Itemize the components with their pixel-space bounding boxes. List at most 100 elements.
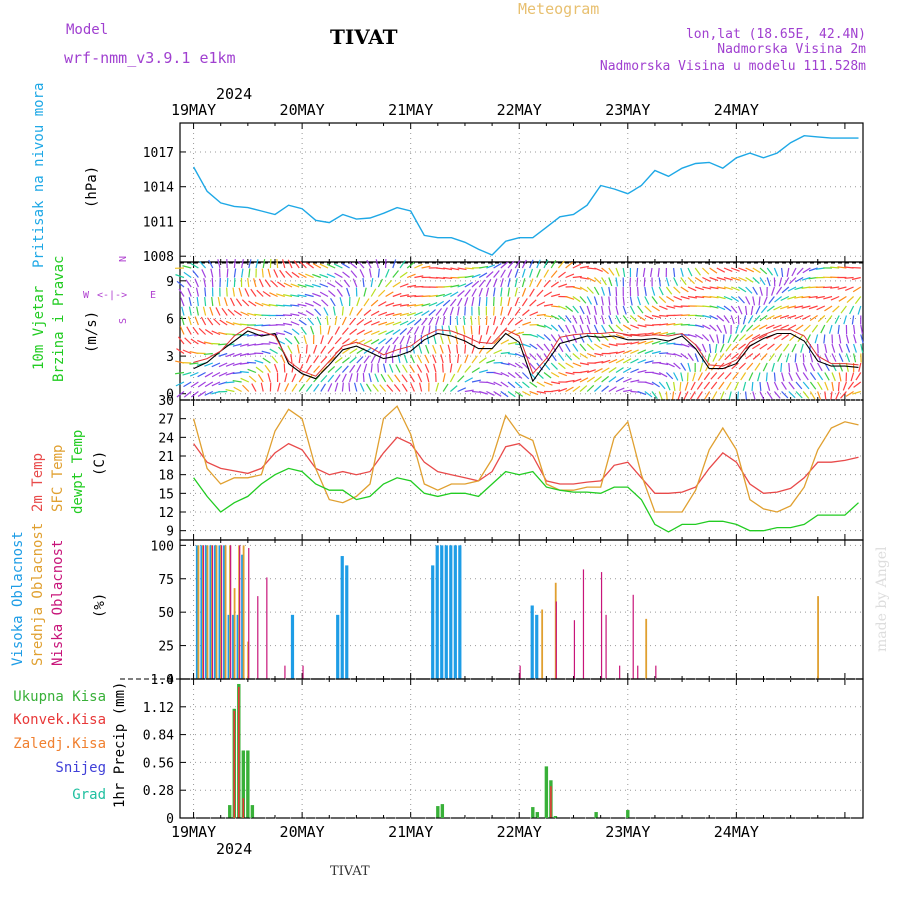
- wind-barb: [204, 287, 207, 297]
- wind-barb: [622, 324, 632, 331]
- wind-barb: [716, 267, 726, 273]
- conv-precip-bar: [238, 686, 240, 818]
- wind-barb: [407, 304, 417, 307]
- wind-barb: [745, 267, 755, 273]
- wind-barb: [260, 382, 264, 392]
- wind-barb: [766, 277, 771, 287]
- wind-barb: [267, 268, 271, 278]
- wind-barb: [435, 308, 443, 316]
- wind-barb: [637, 286, 639, 297]
- wind-barb: [838, 353, 844, 362]
- wind-barb: [326, 263, 336, 269]
- wind-barb: [608, 324, 615, 333]
- wind-barb: [689, 391, 696, 400]
- wind-barb: [284, 373, 288, 383]
- wind-barb: [471, 280, 480, 288]
- wind-barb: [291, 373, 297, 383]
- wind-barb: [849, 305, 855, 315]
- wind-barb: [382, 363, 387, 373]
- wind-ylabel: (m/s): [84, 311, 100, 353]
- wind-barb: [529, 362, 537, 371]
- wind-barb: [356, 372, 359, 383]
- wind-barb: [551, 293, 561, 298]
- wind-barb: [623, 389, 633, 393]
- wind-barb: [658, 277, 662, 287]
- wind-barb-field: [174, 258, 864, 401]
- wind-barb: [781, 372, 785, 382]
- wind-barb: [370, 310, 380, 317]
- wind-barb: [536, 259, 541, 269]
- wind-barb: [774, 343, 783, 351]
- wind-barb: [225, 388, 235, 393]
- wind-barb: [296, 344, 300, 354]
- wind-barb: [323, 307, 329, 316]
- wind-barb: [399, 335, 405, 345]
- wind-barb: [194, 278, 199, 288]
- wind-barb: [435, 276, 446, 280]
- wind-barb: [417, 354, 423, 364]
- wind-barb: [550, 362, 558, 370]
- high-cloud-bar: [431, 565, 435, 679]
- wind-barb: [232, 287, 235, 297]
- wind-barb: [752, 343, 761, 350]
- wind-barb: [794, 314, 804, 320]
- wind-barb: [644, 296, 650, 305]
- wind-barb: [196, 297, 199, 307]
- wind-barb: [425, 373, 430, 383]
- wind-barb: [211, 330, 221, 336]
- wind-barb: [293, 336, 300, 345]
- wind-barb: [608, 315, 613, 325]
- wind-barb: [257, 374, 264, 383]
- low-cloud-bar: [284, 665, 286, 679]
- wind-barb: [442, 316, 446, 326]
- wind-barb: [334, 382, 339, 392]
- wind-barb: [248, 300, 257, 307]
- wind-barb: [687, 362, 691, 372]
- wind-barb: [352, 278, 358, 288]
- wind-barb: [507, 352, 517, 356]
- wind-barb: [781, 381, 787, 390]
- wind-barb: [731, 276, 740, 281]
- model-label: Model: [66, 22, 108, 38]
- wind-barb: [593, 305, 598, 315]
- top-day-label: 21MAY: [388, 101, 433, 119]
- wind-barb: [630, 379, 640, 383]
- wind-barb: [718, 353, 725, 362]
- wind-barb: [738, 267, 748, 272]
- wind-barb: [536, 278, 542, 288]
- wind-barb: [808, 295, 818, 299]
- wind-barb: [579, 334, 585, 343]
- wind-barb: [507, 278, 511, 288]
- wind-barb: [823, 295, 833, 300]
- wind-barb: [493, 381, 502, 387]
- wind-barb: [795, 391, 803, 399]
- wind-barb: [651, 331, 661, 336]
- wind-barb: [204, 381, 214, 388]
- wind-barb: [809, 315, 818, 321]
- wind-barb: [665, 277, 670, 287]
- wind-barb: [215, 307, 221, 316]
- wind-barb: [241, 268, 244, 278]
- wind-barb: [500, 287, 503, 297]
- wind-barb: [442, 292, 452, 298]
- wind-barb: [370, 299, 379, 307]
- total-precip-bar: [241, 750, 246, 818]
- wind-barb: [752, 267, 761, 274]
- wind-barb: [572, 315, 578, 324]
- wind-barb: [410, 383, 415, 392]
- y-tick-label: 1008: [143, 250, 174, 265]
- y-tick-label: 25: [158, 640, 174, 655]
- wind-barb: [406, 327, 414, 335]
- wind-barb: [500, 306, 504, 316]
- wind-barb: [414, 318, 422, 326]
- wind-barb: [724, 353, 732, 361]
- wind-barb: [450, 291, 459, 298]
- wind-barb: [232, 352, 242, 357]
- wind-barb: [290, 304, 300, 307]
- wind-barb: [507, 297, 511, 307]
- wind-barb: [417, 373, 423, 383]
- wind-barb: [817, 381, 823, 391]
- wind-barb: [738, 343, 746, 350]
- wind-barb: [291, 383, 298, 392]
- wind-barb: [557, 334, 564, 343]
